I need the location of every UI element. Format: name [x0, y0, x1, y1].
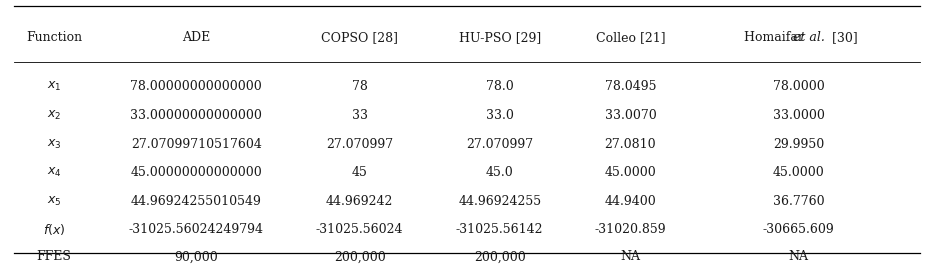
Text: $x_5$: $x_5$: [47, 195, 62, 208]
Text: Function: Function: [26, 31, 82, 44]
Text: -31025.56142: -31025.56142: [456, 223, 544, 236]
Text: 44.96924255: 44.96924255: [459, 195, 541, 208]
Text: 27.07099710517604: 27.07099710517604: [131, 138, 262, 150]
Text: 45.0000: 45.0000: [772, 166, 825, 179]
Text: 44.96924255010549: 44.96924255010549: [131, 195, 262, 208]
Text: -31025.56024: -31025.56024: [316, 223, 403, 236]
Text: 27.070997: 27.070997: [326, 138, 393, 150]
Text: -30665.609: -30665.609: [763, 223, 834, 236]
Text: 78.0000: 78.0000: [772, 81, 825, 93]
Text: 33.0070: 33.0070: [604, 109, 657, 122]
Text: ADE: ADE: [182, 31, 210, 44]
Text: 45.0: 45.0: [486, 166, 514, 179]
Text: 78.0495: 78.0495: [604, 81, 657, 93]
Text: et al.: et al.: [793, 31, 825, 44]
Text: 78.0: 78.0: [486, 81, 514, 93]
Text: 78: 78: [352, 81, 367, 93]
Text: 33.0: 33.0: [486, 109, 514, 122]
Text: FFES: FFES: [36, 251, 72, 263]
Text: HU-PSO [29]: HU-PSO [29]: [459, 31, 541, 44]
Text: 45.00000000000000: 45.00000000000000: [130, 166, 262, 179]
Text: 200,000: 200,000: [474, 251, 526, 263]
Text: 29.9950: 29.9950: [773, 138, 824, 150]
Text: $x_2$: $x_2$: [47, 109, 62, 122]
Text: Colleo [21]: Colleo [21]: [596, 31, 665, 44]
Text: 45: 45: [352, 166, 367, 179]
Text: COPSO [28]: COPSO [28]: [321, 31, 398, 44]
Text: 33: 33: [351, 109, 368, 122]
Text: Homaifar: Homaifar: [744, 31, 808, 44]
Text: -31020.859: -31020.859: [595, 223, 666, 236]
Text: $x_4$: $x_4$: [47, 166, 62, 179]
Text: 33.0000: 33.0000: [772, 109, 825, 122]
Text: 33.00000000000000: 33.00000000000000: [130, 109, 262, 122]
Text: 45.0000: 45.0000: [604, 166, 657, 179]
Text: 44.969242: 44.969242: [326, 195, 393, 208]
Text: 36.7760: 36.7760: [772, 195, 825, 208]
Text: 27.070997: 27.070997: [466, 138, 533, 150]
Text: [30]: [30]: [828, 31, 857, 44]
Text: -31025.56024249794: -31025.56024249794: [129, 223, 263, 236]
Text: NA: NA: [788, 251, 809, 263]
Text: $x_1$: $x_1$: [47, 81, 62, 93]
Text: $f(x)$: $f(x)$: [43, 222, 65, 237]
Text: NA: NA: [620, 251, 641, 263]
Text: 27.0810: 27.0810: [604, 138, 657, 150]
Text: 90,000: 90,000: [175, 251, 218, 263]
Text: $x_3$: $x_3$: [47, 138, 62, 150]
Text: 200,000: 200,000: [333, 251, 386, 263]
Text: 44.9400: 44.9400: [604, 195, 657, 208]
Text: 78.00000000000000: 78.00000000000000: [130, 81, 262, 93]
